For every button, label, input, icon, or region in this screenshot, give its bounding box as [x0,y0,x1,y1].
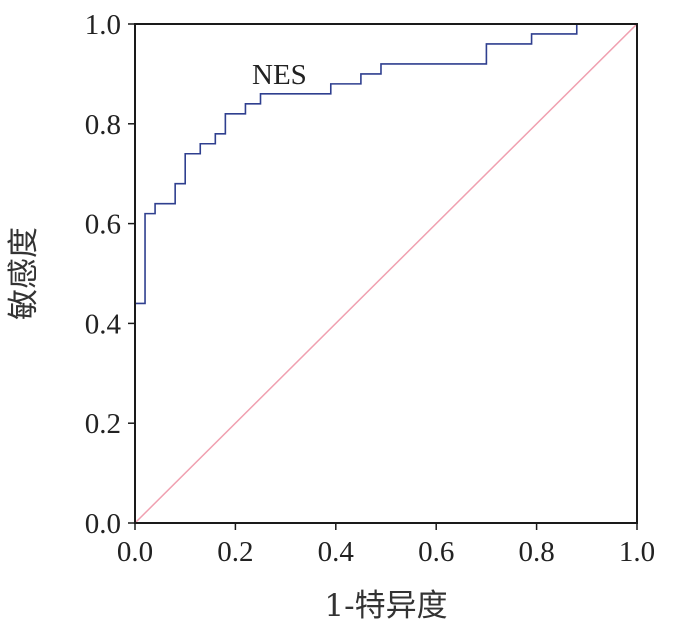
y-tick-label: 0.4 [85,308,122,340]
x-tick-label: 0.4 [318,536,355,568]
x-tick-label: 0.8 [518,536,554,568]
reference-line-layer [134,23,638,524]
y-tick-label: 0.8 [85,109,121,141]
reference-diagonal-line [134,23,638,524]
y-tick-label: 0.0 [85,508,121,540]
x-tick-label: 0.6 [418,536,454,568]
series-layer [134,23,637,523]
x-tick-label: 1.0 [619,536,655,568]
y-tick-label: 0.6 [85,209,121,241]
ticks-layer: 0.0 0.2 0.4 0.6 0.8 1.0 0.0 0.2 0.4 0.6 0.8 1.0 [85,9,655,568]
y-tick-label: 0.2 [85,408,121,440]
y-axis-title: 敏感度 [6,227,42,320]
roc-curve-nes [134,23,637,523]
y-tick-label: 1.0 [85,9,121,41]
plot-frame [134,23,638,524]
series-label-nes: NES [252,59,307,91]
x-tick-label: 0.0 [117,536,153,568]
x-axis-title: 1-特异度 [324,588,447,624]
x-tick-label: 0.2 [217,536,253,568]
